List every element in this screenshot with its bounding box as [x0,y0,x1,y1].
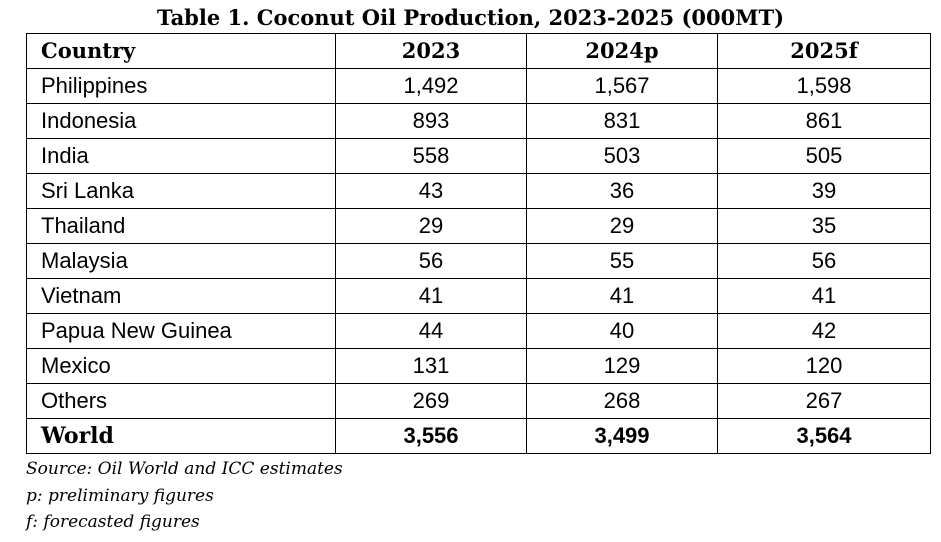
table-row: Papua New Guinea 44 40 42 [26,313,931,349]
table-notes: Source: Oil World and ICC estimates p: p… [26,456,343,536]
table-row: Sri Lanka 43 36 39 [26,173,931,209]
table-row: Others 269 268 267 [26,383,931,419]
forecast-note: f: forecasted figures [26,512,200,532]
value-2025f-cell: 1,598 [717,68,931,104]
value-2023-cell: 558 [335,138,527,174]
table-body: Philippines 1,492 1,567 1,598 Indonesia 893 83… [26,68,931,454]
table-header-row: Country 2023 2024p 2025f [26,33,931,69]
country-cell: Sri Lanka [26,173,336,209]
value-2023-cell: 1,492 [335,68,527,104]
value-2023-cell: 41 [335,278,527,314]
table-row: Mexico 131 129 120 [26,348,931,384]
header-country: Country [26,33,336,69]
country-cell: Mexico [26,348,336,384]
value-2024p-cell: 1,567 [526,68,718,104]
value-2024p-cell: 129 [526,348,718,384]
table-row: Philippines 1,492 1,567 1,598 [26,68,931,104]
value-2025f-cell: 56 [717,243,931,279]
country-cell: World [26,418,336,454]
country-cell: Papua New Guinea [26,313,336,349]
value-2025f-cell: 861 [717,103,931,139]
value-2023-cell: 56 [335,243,527,279]
value-2023-cell: 893 [335,103,527,139]
source-note: Source: Oil World and ICC estimates [26,459,343,479]
value-2025f-cell: 120 [717,348,931,384]
country-cell: India [26,138,336,174]
preliminary-note: p: preliminary figures [26,485,214,506]
value-2024p-cell: 503 [526,138,718,174]
header-2025f: 2025f [717,33,931,69]
value-2025f-cell: 35 [717,208,931,244]
value-2024p-cell: 40 [526,313,718,349]
country-cell: Vietnam [26,278,336,314]
value-2023-cell: 29 [335,208,527,244]
country-cell: Indonesia [26,103,336,139]
table-title: Table 1. Coconut Oil Production, 2023-20… [156,5,785,30]
value-2025f-cell: 39 [717,173,931,209]
value-2023-cell: 131 [335,348,527,384]
production-table: Country 2023 2024p 2025f Philippines 1,49… [26,33,931,454]
value-2024p-cell: 55 [526,243,718,279]
country-cell: Malaysia [26,243,336,279]
value-2024p-cell: 831 [526,103,718,139]
value-2025f-cell: 42 [717,313,931,349]
country-cell: Philippines [26,68,336,104]
value-2024p-cell: 3,499 [526,418,718,454]
value-2023-cell: 3,556 [335,418,527,454]
value-2023-cell: 43 [335,173,527,209]
value-2024p-cell: 41 [526,278,718,314]
value-2025f-cell: 41 [717,278,931,314]
table-row: Vietnam 41 41 41 [26,278,931,314]
header-2024p: 2024p [526,33,718,69]
value-2023-cell: 269 [335,383,527,419]
country-cell: Others [26,383,336,419]
value-2024p-cell: 36 [526,173,718,209]
value-2024p-cell: 268 [526,383,718,419]
table-total-row: World 3,556 3,499 3,564 [26,418,931,454]
table-row: Malaysia 56 55 56 [26,243,931,279]
country-cell: Thailand [26,208,336,244]
value-2024p-cell: 29 [526,208,718,244]
value-2023-cell: 44 [335,313,527,349]
table-row: Indonesia 893 831 861 [26,103,931,139]
table-row: India 558 503 505 [26,138,931,174]
header-2023: 2023 [335,33,527,69]
table-row: Thailand 29 29 35 [26,208,931,244]
value-2025f-cell: 3,564 [717,418,931,454]
value-2025f-cell: 505 [717,138,931,174]
value-2025f-cell: 267 [717,383,931,419]
